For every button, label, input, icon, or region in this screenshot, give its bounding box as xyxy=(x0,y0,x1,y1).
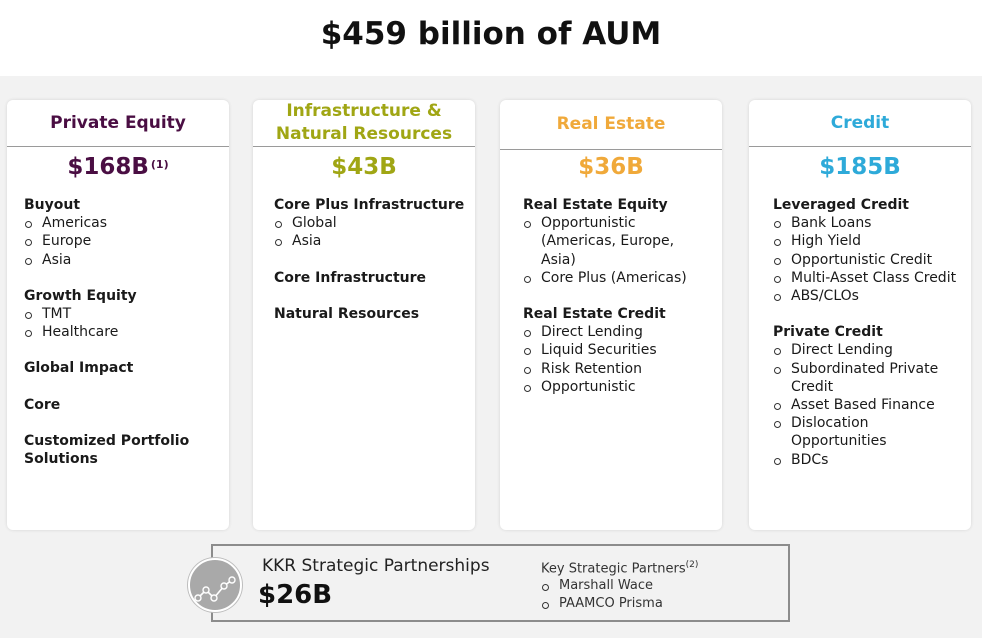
card-title: Real Estate xyxy=(500,100,722,150)
card-title: Infrastructure & Natural Resources xyxy=(253,100,475,147)
card-real-estate: Real Estate $36B Real Estate Equity Oppo… xyxy=(500,100,722,530)
strategy-group: Core xyxy=(24,396,61,413)
list-item: Direct Lending xyxy=(523,323,712,341)
card-body: Core Plus Infrastructure Global Asia Cor… xyxy=(274,196,465,341)
footnote-marker: (2) xyxy=(685,560,699,570)
list-item: ABS/CLOs xyxy=(773,287,961,305)
footnote-marker: (1) xyxy=(150,158,169,171)
list-item: Opportunistic (Americas, Europe, Asia) xyxy=(523,214,712,269)
card-amount: $168B (1) xyxy=(67,154,169,180)
list-item: Opportunistic Credit xyxy=(773,251,961,269)
list-item: High Yield xyxy=(773,232,961,250)
list-item: Global xyxy=(274,214,465,232)
strategic-amount: $26B xyxy=(258,580,333,610)
list-item: Direct Lending xyxy=(773,341,961,359)
card-title: Private Equity xyxy=(7,100,229,147)
list-item: Opportunistic xyxy=(523,378,712,396)
list-item: BDCs xyxy=(773,451,961,469)
list-item: Asia xyxy=(24,251,219,269)
title-bar: $459 billion of AUM xyxy=(0,0,982,76)
partners-title: Key Strategic Partners(2) xyxy=(541,560,699,577)
list-item: Marshall Wace xyxy=(541,577,663,595)
card-title: Credit xyxy=(749,100,971,147)
strategic-title: KKR Strategic Partnerships xyxy=(262,556,490,576)
list-item: Risk Retention xyxy=(523,360,712,378)
strategy-group: Private Credit Direct Lending Subordinat… xyxy=(773,323,961,469)
list-item: Americas xyxy=(24,214,219,232)
list-item: Dislocation Opportunities xyxy=(773,414,961,450)
strategic-partnerships-box xyxy=(211,544,790,622)
strategy-group: Growth Equity TMT Healthcare xyxy=(24,287,219,342)
strategy-group: Customized Portfolio Solutions xyxy=(24,432,190,468)
list-item: Multi-Asset Class Credit xyxy=(773,269,961,287)
list-item: Liquid Securities xyxy=(523,341,712,359)
partners-list: Marshall Wace PAAMCO Prisma xyxy=(541,577,663,613)
list-item: PAAMCO Prisma xyxy=(541,595,663,613)
card-private-equity: Private Equity $168B (1) Buyout Americas … xyxy=(7,100,229,530)
strategy-group: Real Estate Equity Opportunistic (Americ… xyxy=(523,196,712,287)
strategy-group: Natural Resources xyxy=(274,305,420,322)
list-item: Subordinated Private Credit xyxy=(773,360,961,396)
strategy-group: Buyout Americas Europe Asia xyxy=(24,196,219,269)
card-body: Buyout Americas Europe Asia Growth Equit… xyxy=(24,196,219,486)
list-item: Asia xyxy=(274,232,465,250)
page-title: $459 billion of AUM xyxy=(320,16,662,52)
card-credit: Credit $185B Leveraged Credit Bank Loans… xyxy=(749,100,971,530)
card-amount: $36B xyxy=(578,154,644,180)
card-amount: $185B xyxy=(819,154,901,180)
strategy-group: Leveraged Credit Bank Loans High Yield O… xyxy=(773,196,961,305)
list-item: Europe xyxy=(24,232,219,250)
list-item: Asset Based Finance xyxy=(773,396,961,414)
list-item: Bank Loans xyxy=(773,214,961,232)
strategy-group: Global Impact xyxy=(24,360,134,377)
card-body: Leveraged Credit Bank Loans High Yield O… xyxy=(773,196,961,487)
card-infrastructure: Infrastructure & Natural Resources $43B … xyxy=(253,100,475,530)
strategy-group: Core Infrastructure xyxy=(274,269,427,286)
strategy-group: Real Estate Credit Direct Lending Liquid… xyxy=(523,305,712,396)
card-body: Real Estate Equity Opportunistic (Americ… xyxy=(523,196,712,414)
network-icon xyxy=(188,558,242,612)
list-item: Core Plus (Americas) xyxy=(523,269,712,287)
list-item: TMT xyxy=(24,305,219,323)
list-item: Healthcare xyxy=(24,323,219,341)
card-amount: $43B xyxy=(331,154,397,180)
strategy-group: Core Plus Infrastructure Global Asia xyxy=(274,197,465,250)
